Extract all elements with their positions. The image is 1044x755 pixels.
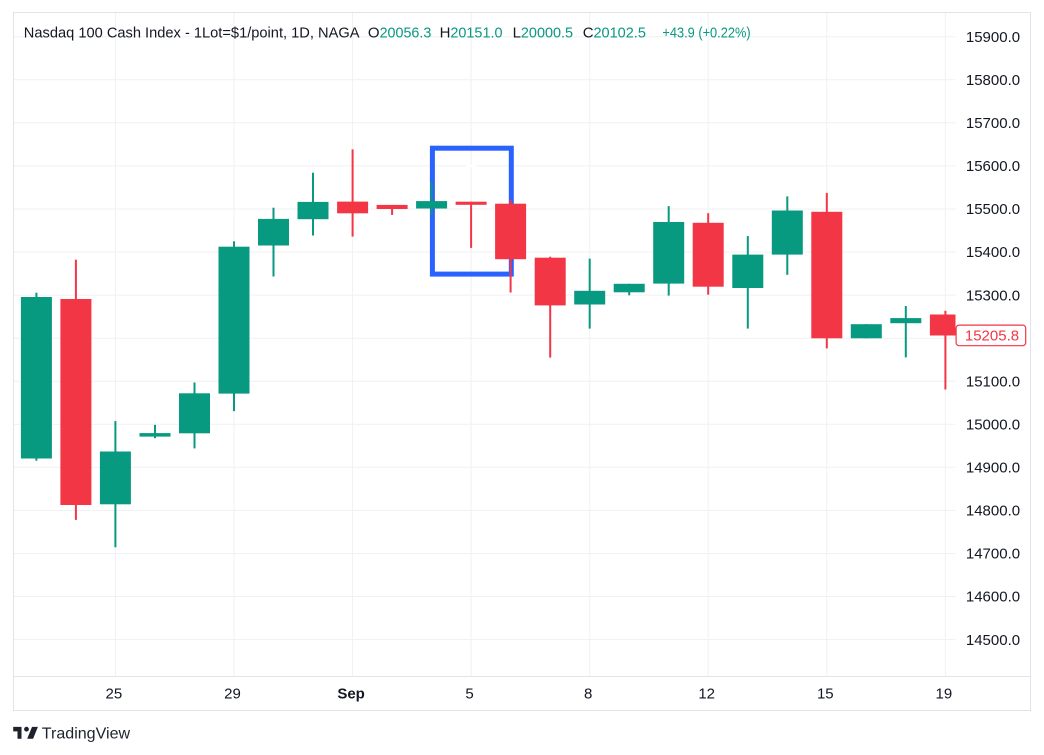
svg-text:15900.0: 15900.0 [966,29,1020,46]
svg-text:14900.0: 14900.0 [966,460,1020,477]
svg-text:20102.5: 20102.5 [594,24,646,41]
svg-text:+43.9 (+0.22%): +43.9 (+0.22%) [662,24,750,41]
svg-text:20151.0: 20151.0 [450,24,502,41]
svg-text:14800.0: 14800.0 [966,503,1020,520]
svg-text:5: 5 [465,686,473,703]
svg-text:14600.0: 14600.0 [966,589,1020,606]
svg-text:C: C [583,24,594,41]
svg-text:15600.0: 15600.0 [966,158,1020,175]
svg-text:20056.3: 20056.3 [380,24,432,41]
svg-text:15500.0: 15500.0 [966,201,1020,218]
svg-text:Nasdaq 100 Cash Index - 1Lot=$: Nasdaq 100 Cash Index - 1Lot=$1/point, 1… [24,24,360,41]
svg-text:15400.0: 15400.0 [966,244,1020,261]
svg-text:15205.8: 15205.8 [965,328,1019,345]
svg-text:H: H [440,24,451,41]
svg-text:19: 19 [936,686,953,703]
svg-text:15800.0: 15800.0 [966,72,1020,89]
svg-text:8: 8 [584,686,592,703]
svg-text:14700.0: 14700.0 [966,546,1020,563]
svg-text:Sep: Sep [337,686,365,703]
svg-text:15: 15 [817,686,834,703]
svg-text:29: 29 [224,686,241,703]
svg-text:12: 12 [698,686,715,703]
svg-text:20000.5: 20000.5 [521,24,573,41]
svg-text:25: 25 [106,686,123,703]
svg-text:14500.0: 14500.0 [966,632,1020,649]
svg-text:15700.0: 15700.0 [966,115,1020,132]
svg-text:15000.0: 15000.0 [966,417,1020,434]
svg-text:15100.0: 15100.0 [966,373,1020,390]
svg-text:O: O [368,24,380,41]
svg-text:15300.0: 15300.0 [966,287,1020,304]
svg-text:TradingView: TradingView [42,726,131,743]
svg-text:L: L [513,24,521,41]
